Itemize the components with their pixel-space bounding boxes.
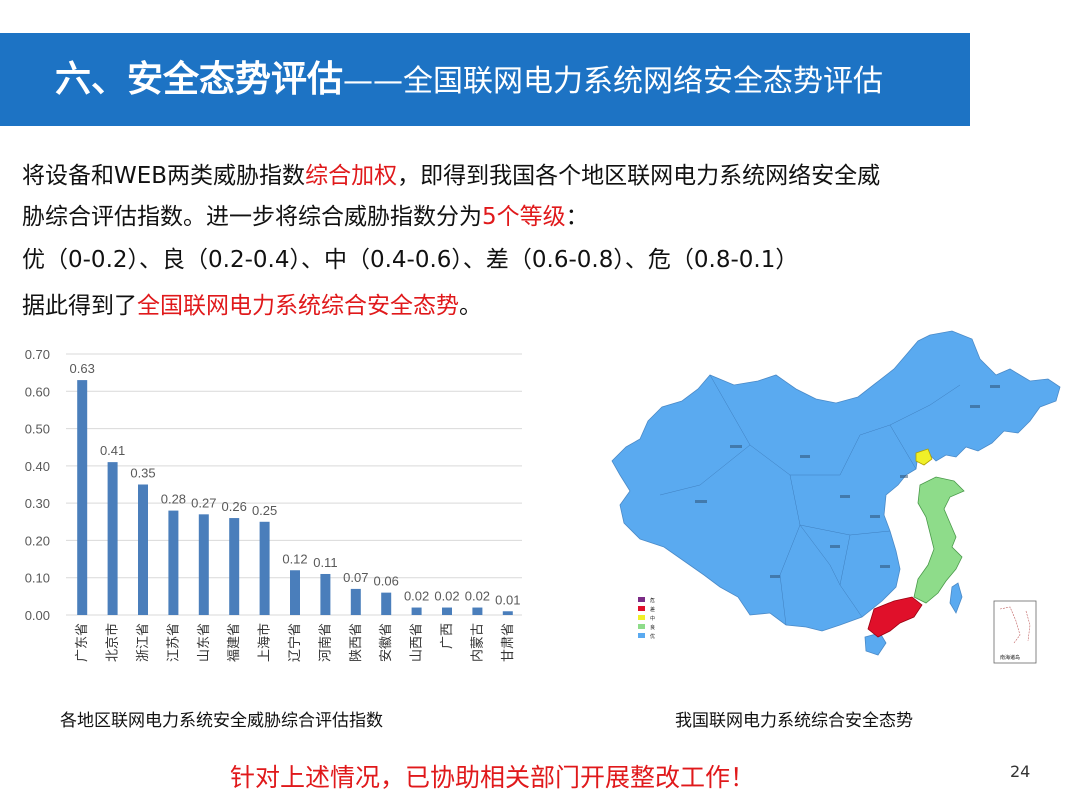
x-tick-label: 山西省 <box>410 623 425 662</box>
data-label: 0.28 <box>161 492 186 507</box>
intro-highlight: 全国联网电力系统综合安全态势 <box>137 293 459 319</box>
legend-swatch <box>638 615 645 620</box>
x-tick-label: 陕西省 <box>349 623 364 662</box>
intro-line-4: 据此得到了全国联网电力系统综合安全态势。 <box>22 286 482 320</box>
y-tick-label: 0.70 <box>25 347 50 362</box>
x-tick-label: 安徽省 <box>379 623 394 662</box>
title-main: 六、安全态势评估 <box>55 59 344 100</box>
intro-line-2: 胁综合评估指数。进一步将综合威胁指数分为5个等级： <box>22 197 589 231</box>
map-green-coast <box>913 476 965 604</box>
data-label: 0.06 <box>374 574 399 589</box>
data-label: 0.02 <box>465 589 490 604</box>
chart-caption: 各地区联网电力系统安全威胁综合评估指数 <box>60 711 383 731</box>
data-label: 0.02 <box>404 589 429 604</box>
map-caption: 我国联网电力系统综合安全态势 <box>675 711 913 731</box>
bar <box>259 521 270 615</box>
bar <box>411 607 422 615</box>
data-label: 0.25 <box>252 503 277 518</box>
x-tick-label: 浙江省 <box>136 623 151 662</box>
bar <box>198 514 209 615</box>
data-label: 0.12 <box>282 551 307 566</box>
legend-label: 良 <box>650 624 655 631</box>
bar <box>350 588 361 615</box>
map-hainan <box>864 632 887 656</box>
bar <box>77 380 88 615</box>
china-map: 危 差 中 良 优 南海诸岛 <box>611 330 1061 664</box>
bar <box>381 592 392 615</box>
y-tick-label: 0.10 <box>25 571 50 586</box>
legend-label: 危 <box>650 597 655 604</box>
x-tick-label: 辽宁省 <box>287 623 303 662</box>
data-label: 0.35 <box>130 466 155 481</box>
y-tick-label: 0.60 <box>25 384 50 399</box>
map-guangdong <box>867 596 923 638</box>
legend-swatch <box>638 606 645 611</box>
data-label: 0.63 <box>70 361 95 376</box>
x-tick-label: 上海市 <box>257 623 273 662</box>
legend-label: 差 <box>650 606 655 613</box>
bar <box>168 510 179 615</box>
y-tick-label: 0.50 <box>25 422 50 437</box>
province-labels <box>695 385 1000 578</box>
bar <box>320 573 331 615</box>
legend-label: 优 <box>650 633 655 640</box>
bar <box>472 607 483 615</box>
legend-swatch <box>638 624 645 629</box>
x-tick-label: 内蒙古 <box>469 623 485 662</box>
bar <box>290 570 300 615</box>
x-tick-label: 广西 <box>440 623 455 649</box>
intro-text: 将设备和WEB两类威胁指数 <box>22 163 306 189</box>
legend-label: 中 <box>650 615 655 622</box>
data-label: 0.02 <box>434 589 459 604</box>
map-legend: 危 差 中 良 优 <box>638 597 655 640</box>
data-label: 0.27 <box>191 495 216 510</box>
intro-highlight: 综合加权 <box>305 163 398 189</box>
intro-text: ： <box>565 204 589 230</box>
intro-text: 据此得到了 <box>22 293 137 319</box>
bottom-note: 针对上述情况，已协助相关部门开展整改工作！ <box>230 763 756 792</box>
y-tick-label: 0.30 <box>25 496 50 511</box>
bar <box>138 484 148 615</box>
intro-text: 。 <box>459 293 482 319</box>
bar <box>107 462 118 615</box>
x-tick-label: 甘肃省 <box>501 623 516 662</box>
data-label: 0.41 <box>100 443 125 458</box>
south-sea-inset: 南海诸岛 <box>993 600 1037 664</box>
data-label: 0.01 <box>495 592 520 607</box>
data-label: 0.11 <box>313 555 337 570</box>
title-banner: 六、安全态势评估——全国联网电力系统网络安全态势评估 <box>0 33 970 126</box>
x-tick-label: 河南省 <box>317 623 333 662</box>
x-tick-label: 江苏省 <box>165 623 181 662</box>
data-label: 0.26 <box>222 499 247 514</box>
data-label: 0.07 <box>343 570 368 585</box>
y-tick-label: 0.40 <box>25 459 50 474</box>
inset-label: 南海诸岛 <box>1000 654 1020 661</box>
bar <box>229 518 240 615</box>
x-tick-label: 北京市 <box>105 623 121 662</box>
x-tick-label: 广东省 <box>75 623 90 662</box>
bar <box>442 607 452 615</box>
map-beijing <box>915 448 933 466</box>
y-tick-label: 0.00 <box>25 608 50 623</box>
page-number: 24 <box>1010 762 1031 781</box>
legend-swatch <box>638 597 645 602</box>
bar <box>502 611 513 615</box>
map-base-region <box>611 330 1061 632</box>
intro-text: ，即得到我国各个地区联网电力系统网络安全威 <box>397 163 881 189</box>
province-borders <box>659 374 961 626</box>
y-tick-label: 0.20 <box>25 533 50 548</box>
bar-chart: 0.00 0.10 0.20 0.30 0.40 0.50 0.60 0.70 0.63 广东省 0… <box>25 347 522 662</box>
legend-swatch <box>638 633 645 638</box>
map-taiwan <box>949 582 963 614</box>
x-tick-label: 福建省 <box>227 623 242 662</box>
intro-line-3: 优（0-0.2）、良（0.2-0.4）、中（0.4-0.6）、差（0.6-0.8… <box>22 247 799 273</box>
intro-line-1: 将设备和WEB两类威胁指数综合加权，即得到我国各个地区联网电力系统网络安全威 <box>22 156 880 190</box>
page-title: 六、安全态势评估——全国联网电力系统网络安全态势评估 <box>55 33 883 126</box>
intro-highlight: 5个等级 <box>482 204 566 230</box>
title-sub: ——全国联网电力系统网络安全态势评估 <box>343 64 884 99</box>
x-tick-label: 山东省 <box>197 623 212 662</box>
intro-text: 胁综合评估指数。进一步将综合威胁指数分为 <box>22 204 482 230</box>
